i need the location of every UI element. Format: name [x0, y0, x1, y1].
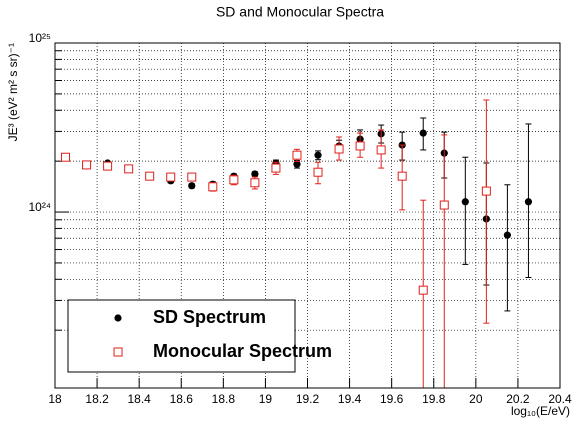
marker-square: [313, 167, 323, 177]
marker-circle: [188, 182, 196, 190]
marker-circle: [114, 314, 122, 322]
marker-circle: [293, 160, 301, 168]
marker-square: [250, 178, 260, 188]
marker-square: [166, 172, 176, 182]
legend-label: SD Spectrum: [153, 307, 266, 327]
chart-title: SD and Monocular Spectra: [216, 4, 384, 20]
x-tick-label: 20: [469, 392, 483, 406]
marker-square: [439, 200, 449, 210]
marker-square: [334, 144, 344, 154]
marker-circle: [503, 231, 511, 239]
marker-square: [292, 150, 302, 160]
marker-circle: [461, 198, 469, 206]
x-tick-label: 18.4: [127, 392, 151, 406]
x-tick-label: 18: [48, 392, 62, 406]
marker-square: [271, 163, 281, 173]
x-tick-label: 20.2: [506, 392, 530, 406]
marker-square: [355, 141, 365, 151]
y-tick-label: 10²⁵: [29, 31, 51, 45]
marker-square: [124, 164, 134, 174]
marker-square: [187, 172, 197, 182]
marker-circle: [419, 129, 427, 137]
marker-circle: [524, 198, 533, 206]
x-tick-label: 18.6: [170, 392, 194, 406]
x-tick-label: 19.2: [296, 392, 320, 406]
x-tick-label: 19: [259, 392, 273, 406]
legend: SD Spectrum Monocular Spectrum: [67, 299, 332, 373]
marker-circle: [314, 151, 322, 159]
marker-square: [481, 186, 491, 196]
x-tick-label: 19.6: [380, 392, 404, 406]
x-tick-label: 19.8: [422, 392, 446, 406]
x-tick-label: 18.2: [85, 392, 109, 406]
grid: [54, 42, 561, 388]
plot-frame: [54, 42, 561, 389]
marker-square: [113, 347, 123, 357]
legend-label: Monocular Spectrum: [153, 341, 332, 361]
marker-square: [145, 171, 155, 181]
marker-square: [82, 160, 92, 170]
marker-square: [418, 285, 428, 295]
x-tick-label: 18.8: [212, 392, 236, 406]
plot-area: [61, 99, 533, 388]
marker-square: [103, 161, 113, 171]
marker-square: [229, 175, 239, 185]
y-tick-label: 10²⁴: [29, 200, 52, 214]
x-tick-label: 20.4: [548, 392, 572, 406]
marker-square: [397, 171, 407, 181]
y-axis-label: JE³ (eV² m² s sr)⁻¹: [6, 43, 20, 141]
legend-box: [67, 299, 296, 373]
marker-square: [376, 145, 386, 155]
marker-square: [208, 182, 218, 192]
x-tick-label: 19.4: [338, 392, 362, 406]
marker-circle: [251, 170, 259, 178]
x-axis-label: log₁₀(E/eV): [511, 404, 570, 418]
marker-square: [61, 152, 71, 162]
